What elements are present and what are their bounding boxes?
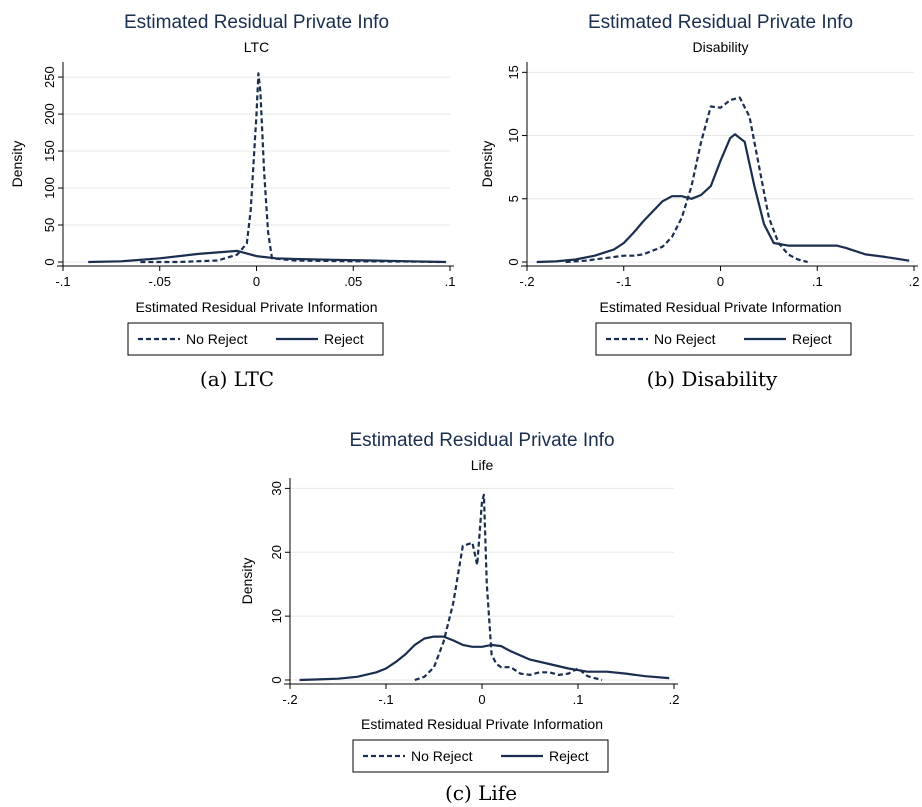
y-axis-label: Density (239, 558, 255, 605)
y-tick-label: 30 (269, 481, 284, 495)
x-tick-label: -.2 (519, 274, 534, 289)
x-tick-label: 0 (717, 274, 724, 289)
chart-subtitle: Life (471, 457, 494, 473)
x-tick-label: .1 (445, 274, 456, 289)
y-tick-label: 50 (42, 218, 57, 232)
chart-subtitle: LTC (244, 39, 269, 55)
x-tick-label: .2 (669, 692, 680, 707)
x-tick-label: .05 (344, 274, 362, 289)
y-tick-label: 0 (506, 258, 521, 265)
chart-panel-3: Estimated Residual Private Info Life -.2 -.… (239, 430, 679, 805)
y-axis-label: Density (9, 141, 25, 188)
chart-subtitle: Disability (692, 39, 748, 55)
y-tick-label: 5 (506, 195, 521, 202)
series-line-reject (536, 133, 910, 264)
legend-label: Reject (792, 331, 832, 347)
legend-label: Reject (324, 331, 364, 347)
y-tick-label: 200 (42, 103, 57, 125)
y-tick-label: 10 (506, 128, 521, 142)
legend-label: No Reject (411, 748, 473, 764)
x-tick-label: -.05 (149, 274, 171, 289)
chart-title: Estimated Residual Private Info (124, 12, 389, 33)
y-tick-label: 10 (269, 609, 284, 623)
x-tick-label: -.1 (55, 274, 70, 289)
x-axis-label: Estimated Residual Private Information (361, 716, 603, 732)
legend-label: No Reject (186, 331, 248, 347)
series-line-reject (88, 249, 447, 264)
legend-label: No Reject (654, 331, 716, 347)
x-axis-label: Estimated Residual Private Information (600, 299, 842, 315)
x-tick-label: 0 (478, 692, 485, 707)
x-tick-label: .2 (909, 274, 920, 289)
y-tick-label: 100 (42, 177, 57, 199)
legend: No Reject Reject (352, 739, 609, 773)
legend: No Reject Reject (595, 322, 852, 356)
y-tick-label: 0 (269, 676, 284, 683)
x-axis-label: Estimated Residual Private Information (136, 299, 378, 315)
x-tick-label: -.1 (378, 692, 393, 707)
x-tick-label: .1 (812, 274, 823, 289)
x-tick-label: 0 (253, 274, 260, 289)
chart-panel-1: Estimated Residual Private Info LTC -.1 -.0… (9, 12, 455, 391)
y-tick-label: 250 (42, 66, 57, 88)
chart-panel-2: Estimated Residual Private Info Disabilit… (479, 12, 919, 391)
x-tick-label: -.2 (282, 692, 297, 707)
y-tick-label: 0 (42, 258, 57, 265)
y-tick-label: 20 (269, 545, 284, 559)
series-line-no-reject (414, 493, 603, 682)
legend-label: Reject (549, 748, 589, 764)
chart-title: Estimated Residual Private Info (349, 430, 614, 451)
y-tick-label: 150 (42, 140, 57, 162)
y-tick-label: 15 (506, 65, 521, 79)
x-tick-label: -.1 (616, 274, 631, 289)
series-line-reject (299, 635, 670, 682)
series-line-no-reject (140, 72, 441, 264)
series-line-no-reject (565, 96, 808, 264)
legend: No Reject Reject (127, 322, 384, 356)
subfigure-caption: (b) Disability (647, 367, 778, 391)
chart-title: Estimated Residual Private Info (588, 12, 853, 33)
x-tick-label: .1 (573, 692, 584, 707)
y-axis-label: Density (479, 141, 495, 188)
subfigure-caption: (a) LTC (200, 367, 274, 391)
subfigure-caption: (c) Life (445, 781, 517, 805)
